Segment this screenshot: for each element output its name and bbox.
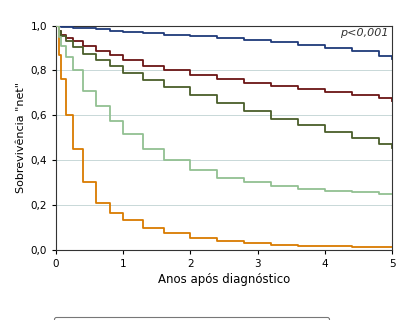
Legend: Localizado, Regional, Desconhecido, Local. Avançado, Metastizado: Localizado, Regional, Desconhecido, Loca… [54, 317, 329, 320]
Text: p<0,001: p<0,001 [340, 28, 389, 38]
Y-axis label: Sobrevivência "net": Sobrevivência "net" [16, 82, 26, 193]
X-axis label: Anos após diagnóstico: Anos após diagnóstico [158, 273, 290, 286]
